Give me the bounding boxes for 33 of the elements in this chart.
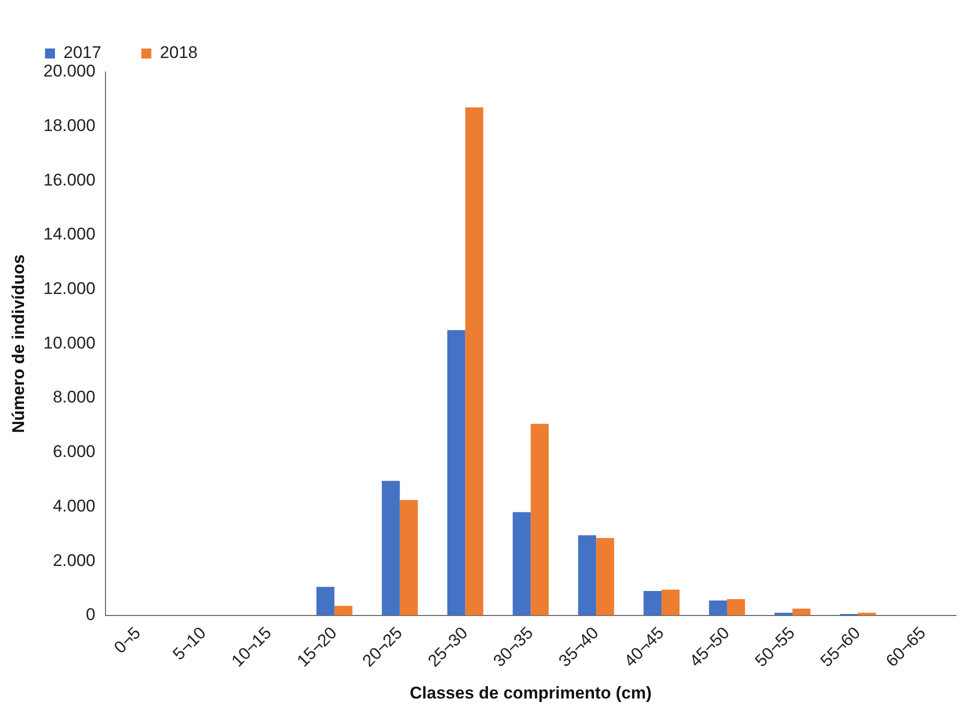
bar bbox=[512, 512, 531, 616]
bar bbox=[596, 538, 614, 616]
bar bbox=[465, 107, 484, 616]
x-tick-label: 0¬5 bbox=[110, 623, 144, 658]
y-tick-label: 6.000 bbox=[52, 442, 96, 462]
y-tick-label: 16.000 bbox=[43, 170, 96, 190]
y-tick-label: 4.000 bbox=[52, 496, 96, 516]
bar bbox=[644, 590, 662, 616]
legend-label: 2018 bbox=[160, 43, 198, 62]
y-tick-label: 14.000 bbox=[43, 224, 96, 244]
bar bbox=[400, 500, 418, 616]
y-axis-title: Número de indivíduos bbox=[8, 254, 28, 433]
bar bbox=[774, 612, 792, 616]
y-tick-label: 12.000 bbox=[43, 279, 96, 298]
bar bbox=[726, 599, 745, 616]
bar bbox=[334, 606, 352, 616]
y-tick-label: 2.000 bbox=[52, 550, 96, 570]
bar bbox=[316, 586, 334, 616]
y-tick-label: 0 bbox=[86, 605, 96, 624]
bar bbox=[578, 535, 596, 616]
bar bbox=[662, 590, 680, 616]
bar bbox=[530, 424, 549, 616]
legend-label: 2017 bbox=[64, 43, 102, 62]
bar bbox=[447, 330, 466, 616]
bar bbox=[382, 480, 400, 616]
bar bbox=[709, 600, 727, 616]
y-tick-label: 20.000 bbox=[43, 62, 96, 81]
y-tick-label: 18.000 bbox=[43, 116, 96, 136]
y-tick-label: 8.000 bbox=[52, 388, 96, 407]
y-tick-label: 10.000 bbox=[43, 333, 96, 352]
x-axis-title: Classes de comprimento (cm) bbox=[410, 683, 652, 702]
bar bbox=[792, 608, 810, 616]
bar bbox=[858, 612, 876, 616]
